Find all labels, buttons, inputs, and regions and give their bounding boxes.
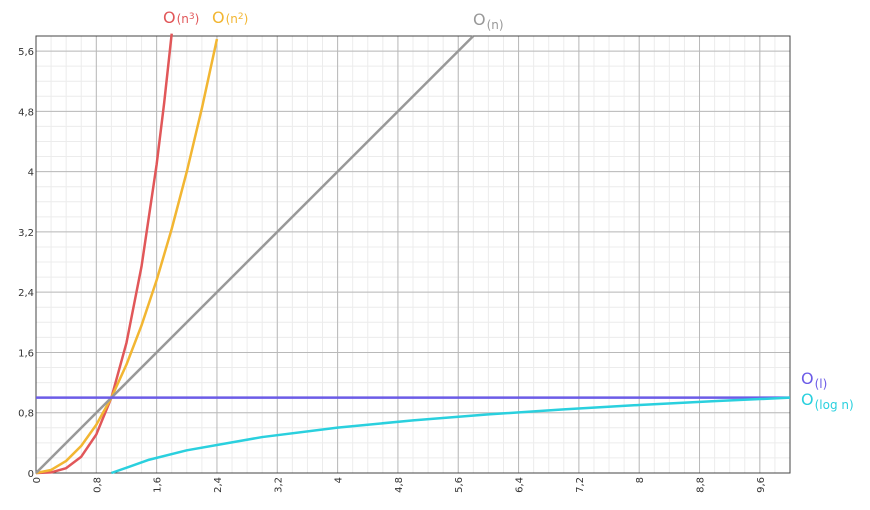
y-axis-ticks: 0 0,8 1,6 2,4 3,2 4 4,8 5,6 [18,47,34,480]
major-grid [35,36,790,474]
series-lines [35,33,791,475]
x-tick-label: 2,4 [213,477,224,493]
x-tick-label: 8,8 [696,477,707,493]
x-tick-label: 8 [635,477,646,483]
x-tick-label: 4 [334,477,345,483]
series-label-3: O(l) [801,369,827,391]
series-line-1 [35,38,219,475]
series-label-0: O(n3) [163,8,199,27]
x-tick-label: 1,6 [153,477,164,493]
x-tick-label: 7,2 [575,477,586,493]
x-tick-label: 3,2 [273,477,284,493]
x-axis-ticks: 0 0,8 1,6 2,4 3,2 4 4,8 5,6 6,4 7,2 8 8,8 9,6 [32,477,767,493]
series-labels: O(n3) O(n2) O(n) O(l)O(log n) [163,8,854,412]
y-tick-label: 2,4 [18,288,34,299]
y-tick-label: 4,8 [18,107,34,118]
series-line-4 [110,396,791,475]
y-tick-label: 4 [28,168,34,179]
x-tick-label: 0,8 [92,477,103,493]
series-label-2: O(n) [473,10,504,32]
y-tick-label: 0,8 [18,409,34,420]
series-label-4: O(log n) [801,390,854,412]
x-tick-label: 0 [32,477,43,483]
y-tick-label: 1,6 [18,348,34,359]
series-line-2 [35,35,475,474]
x-tick-label: 4,8 [394,477,405,493]
plot-frame [35,35,791,474]
series-line-0 [35,33,173,475]
minor-grid [36,36,790,473]
x-tick-label: 9,6 [756,477,767,493]
series-label-1: O(n2) [212,8,248,27]
x-tick-label: 5,6 [454,477,465,493]
y-tick-label: 5,6 [18,47,34,58]
y-tick-label: 3,2 [18,228,34,239]
y-tick-label: 0 [28,469,34,480]
x-tick-label: 6,4 [515,477,526,493]
